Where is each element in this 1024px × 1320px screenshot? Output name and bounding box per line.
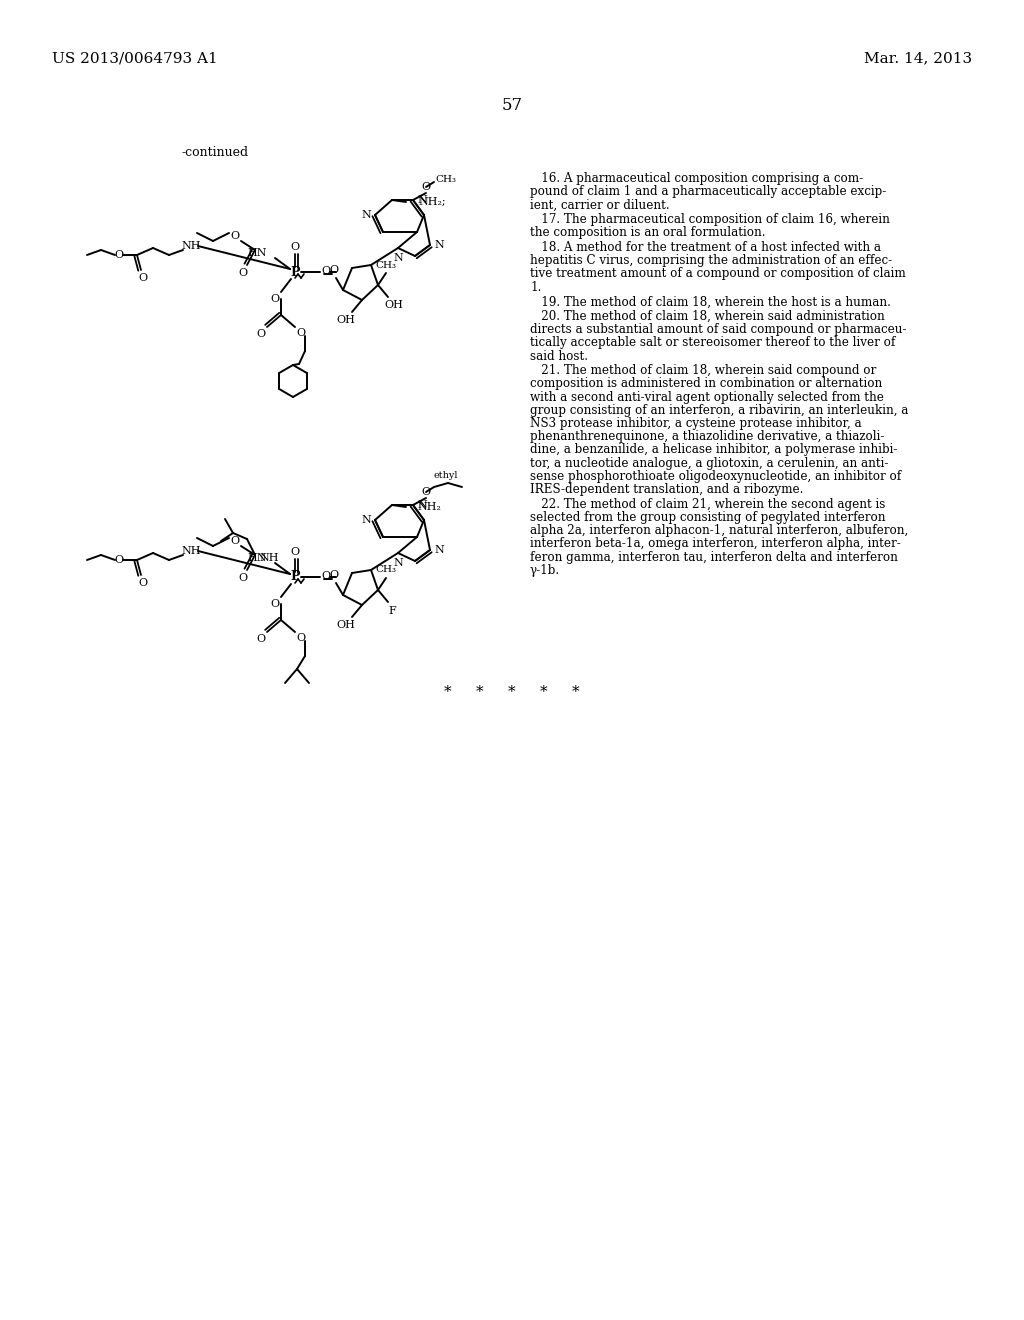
Text: N: N	[361, 515, 371, 525]
Text: said host.: said host.	[530, 350, 588, 363]
Text: O: O	[270, 294, 280, 304]
Text: O: O	[330, 265, 339, 275]
Text: N: N	[434, 545, 443, 554]
Text: NH₂;: NH₂;	[418, 197, 445, 207]
Text: group consisting of an interferon, a ribavirin, an interleukin, a: group consisting of an interferon, a rib…	[530, 404, 908, 417]
Text: O: O	[270, 599, 280, 609]
Text: ient, carrier or diluent.: ient, carrier or diluent.	[530, 198, 670, 211]
Text: NH: NH	[181, 242, 201, 251]
Text: 57: 57	[502, 96, 522, 114]
Text: O: O	[330, 570, 339, 579]
Text: O: O	[322, 267, 331, 276]
Text: directs a substantial amount of said compound or pharmaceu-: directs a substantial amount of said com…	[530, 323, 906, 337]
Text: O: O	[296, 327, 305, 338]
Text: US 2013/0064793 A1: US 2013/0064793 A1	[52, 51, 218, 65]
Text: *     *     *     *     *: * * * * *	[444, 685, 580, 700]
Text: interferon beta-1a, omega interferon, interferon alpha, inter-: interferon beta-1a, omega interferon, in…	[530, 537, 901, 550]
Text: phenanthrenequinone, a thiazolidine derivative, a thiazoli-: phenanthrenequinone, a thiazolidine deri…	[530, 430, 885, 444]
Text: feron gamma, interferon tau, interferon delta and interferon: feron gamma, interferon tau, interferon …	[530, 550, 898, 564]
Text: N: N	[417, 500, 427, 510]
Text: 18. A method for the treatment of a host infected with a: 18. A method for the treatment of a host…	[530, 242, 881, 253]
Text: N: N	[417, 195, 427, 205]
Text: F: F	[388, 606, 396, 616]
Text: HN: HN	[248, 248, 267, 257]
Text: 20. The method of claim 18, wherein said administration: 20. The method of claim 18, wherein said…	[530, 310, 885, 323]
Text: N: N	[393, 558, 402, 568]
Text: P: P	[290, 265, 300, 279]
Text: O: O	[322, 572, 331, 581]
Text: selected from the group consisting of pegylated interferon: selected from the group consisting of pe…	[530, 511, 886, 524]
Text: O: O	[296, 634, 305, 643]
Text: composition is administered in combination or alternation: composition is administered in combinati…	[530, 378, 883, 391]
Text: NH₂: NH₂	[417, 502, 441, 512]
Text: alpha 2a, interferon alphacon-1, natural interferon, albuferon,: alpha 2a, interferon alphacon-1, natural…	[530, 524, 908, 537]
Text: OH: OH	[337, 315, 355, 325]
Text: O: O	[239, 268, 248, 279]
Text: NS3 protease inhibitor, a cysteine protease inhibitor, a: NS3 protease inhibitor, a cysteine prote…	[530, 417, 861, 430]
Text: -continued: -continued	[181, 145, 249, 158]
Text: O: O	[291, 242, 300, 252]
Text: tor, a nucleotide analogue, a gliotoxin, a cerulenin, an anti-: tor, a nucleotide analogue, a gliotoxin,…	[530, 457, 889, 470]
Text: O: O	[256, 329, 265, 339]
Text: 17. The pharmaceutical composition of claim 16, wherein: 17. The pharmaceutical composition of cl…	[530, 213, 890, 226]
Text: O: O	[422, 182, 430, 191]
Text: OH: OH	[337, 620, 355, 630]
Text: O: O	[115, 249, 124, 260]
Text: the composition is an oral formulation.: the composition is an oral formulation.	[530, 226, 766, 239]
Text: O: O	[230, 231, 240, 242]
Text: OH: OH	[385, 300, 403, 310]
Text: O: O	[422, 487, 430, 498]
Text: γ-1b.: γ-1b.	[530, 564, 560, 577]
Text: 1.: 1.	[530, 281, 542, 293]
Text: O: O	[256, 634, 265, 644]
Text: tically acceptable salt or stereoisomer thereof to the liver of: tically acceptable salt or stereoisomer …	[530, 337, 895, 350]
Text: Mar. 14, 2013: Mar. 14, 2013	[864, 51, 972, 65]
Text: hepatitis C virus, comprising the administration of an effec-: hepatitis C virus, comprising the admini…	[530, 255, 892, 267]
Text: dine, a benzanilide, a helicase inhibitor, a polymerase inhibi-: dine, a benzanilide, a helicase inhibito…	[530, 444, 897, 457]
Text: 21. The method of claim 18, wherein said compound or: 21. The method of claim 18, wherein said…	[530, 364, 877, 378]
Text: tive treatment amount of a compound or composition of claim: tive treatment amount of a compound or c…	[530, 268, 906, 280]
Text: 19. The method of claim 18, wherein the host is a human.: 19. The method of claim 18, wherein the …	[530, 296, 891, 309]
Text: N: N	[434, 240, 443, 249]
Text: with a second anti-viral agent optionally selected from the: with a second anti-viral agent optionall…	[530, 391, 884, 404]
Text: pound of claim 1 and a pharmaceutically acceptable excip-: pound of claim 1 and a pharmaceutically …	[530, 185, 886, 198]
Text: N: N	[393, 253, 402, 263]
Text: O: O	[230, 536, 240, 546]
Text: O: O	[291, 546, 300, 557]
Text: 16. A pharmaceutical composition comprising a com-: 16. A pharmaceutical composition compris…	[530, 172, 863, 185]
Text: CH₃: CH₃	[376, 565, 396, 574]
Text: CH₃: CH₃	[435, 174, 457, 183]
Text: NH: NH	[259, 553, 279, 564]
Text: sense phosphorothioate oligodeoxynucleotide, an inhibitor of: sense phosphorothioate oligodeoxynucleot…	[530, 470, 901, 483]
Text: NH: NH	[181, 546, 201, 556]
Text: O: O	[115, 554, 124, 565]
Text: N: N	[361, 210, 371, 220]
Text: P: P	[290, 570, 300, 583]
Text: CH₃: CH₃	[376, 260, 396, 269]
Text: O: O	[138, 578, 147, 587]
Text: 22. The method of claim 21, wherein the second agent is: 22. The method of claim 21, wherein the …	[530, 498, 886, 511]
Text: IRES-dependent translation, and a ribozyme.: IRES-dependent translation, and a ribozy…	[530, 483, 804, 496]
Text: O: O	[138, 273, 147, 282]
Text: O: O	[239, 573, 248, 583]
Text: HN: HN	[248, 553, 267, 564]
Text: ethyl: ethyl	[434, 471, 459, 480]
